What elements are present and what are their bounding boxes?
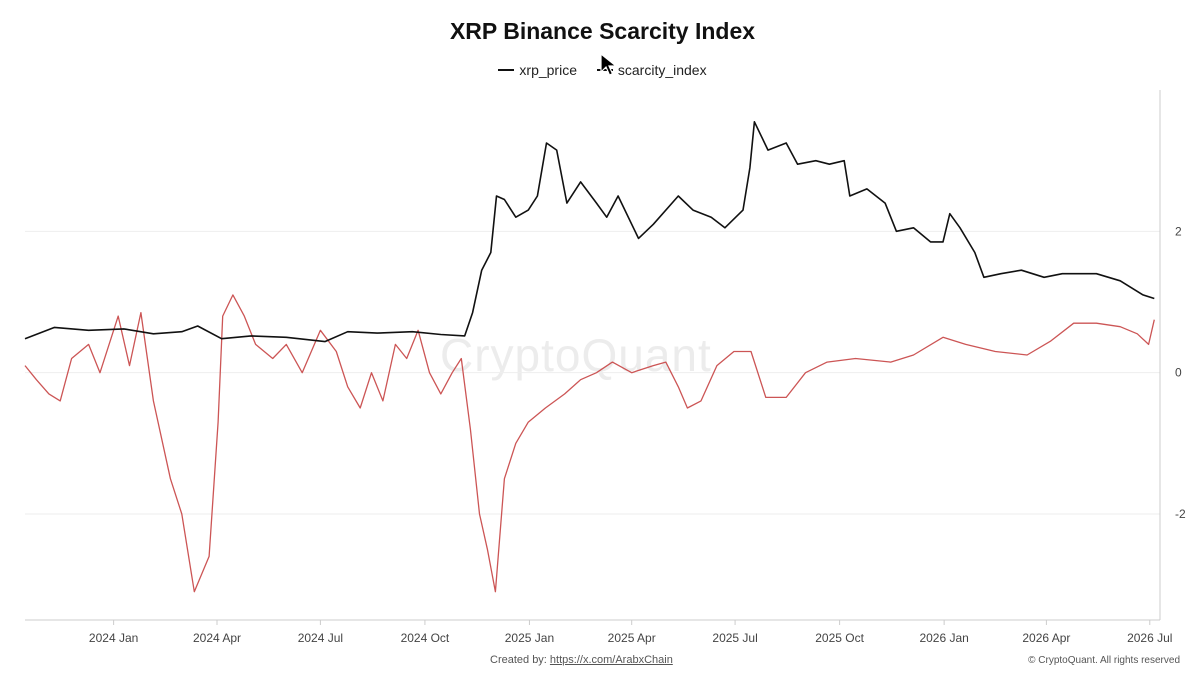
x-tick-label: 2026 Jul [1127, 631, 1172, 645]
y-tick-label: 2 [1175, 224, 1182, 238]
credit-line: Created by: https://x.com/ArabxChain [490, 654, 673, 666]
legend-label-xrp-price: xrp_price [519, 62, 577, 78]
copyright-text: © CryptoQuant. All rights reserved [1028, 655, 1180, 666]
legend-label-scarcity-index: scarcity_index [617, 62, 707, 78]
credit-link[interactable]: https://x.com/ArabxChain [549, 654, 673, 666]
series-layer [24, 121, 1155, 593]
series-line-xrp-price [24, 121, 1155, 343]
x-tick-label: 2026 Apr [1022, 631, 1070, 645]
legend-item-xrp-price[interactable]: xrp_price [498, 62, 577, 78]
legend-item-scarcity-index[interactable]: scarcity_index [596, 62, 707, 78]
y-tick-label: -2 [1175, 507, 1186, 521]
x-tick-label: 2024 Jan [89, 631, 138, 645]
x-tick-label: 2026 Jan [919, 631, 968, 645]
grid-layer [25, 230, 1160, 515]
x-tick-label: 2024 Jul [298, 631, 343, 645]
y-tick-labels: 2 0 -2 [1175, 224, 1186, 521]
x-tick-label: 2025 Apr [608, 631, 656, 645]
x-tick-label: 2025 Oct [815, 631, 864, 645]
chart-title: XRP Binance Scarcity Index [449, 18, 756, 44]
mouse-cursor-icon [600, 53, 618, 76]
x-tick-label: 2025 Jul [712, 631, 757, 645]
legend: xrp_price scarcity_index [0, 58, 1200, 78]
x-tick-label: 2025 Jan [505, 631, 554, 645]
x-tick-label: 2024 Oct [401, 631, 450, 645]
series-line-scarcity-index [24, 294, 1155, 593]
legend-swatch-scarcity-index [596, 69, 613, 71]
y-tick-label: 0 [1175, 366, 1182, 380]
credit-prefix: Created by: [490, 654, 550, 666]
legend-swatch-xrp-price [498, 69, 515, 71]
x-tick-labels: 2024 Jan 2024 Apr 2024 Jul 2024 Oct 2025 Jan… [89, 620, 1172, 645]
x-tick-label: 2024 Apr [193, 631, 241, 645]
